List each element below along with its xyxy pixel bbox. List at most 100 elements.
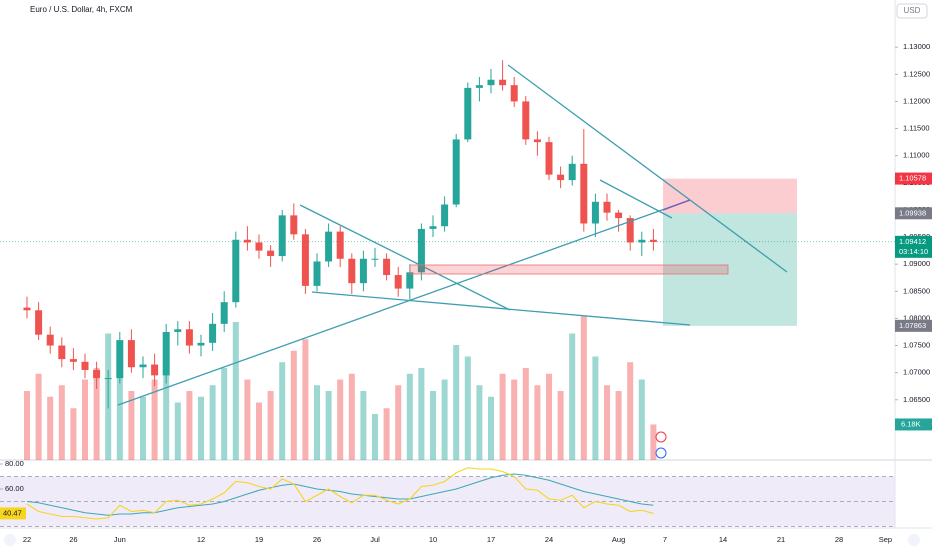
rsi-line xyxy=(26,467,654,520)
candle-body xyxy=(46,334,54,346)
candle-body xyxy=(441,204,449,227)
x-tick-label: 7 xyxy=(663,535,667,544)
y-tick-label: 1.07000 xyxy=(903,368,930,377)
volume-bar xyxy=(302,339,309,460)
trend-line xyxy=(599,179,673,219)
volume-bar xyxy=(128,391,135,460)
volume-bar xyxy=(174,402,181,460)
auto-icon[interactable] xyxy=(908,534,920,546)
candle-body xyxy=(429,226,437,229)
x-tick-label: 19 xyxy=(255,535,263,544)
candle-body xyxy=(127,340,135,368)
volume-bar xyxy=(267,391,274,460)
candle-body xyxy=(406,272,414,289)
y-tick-label: 1.07500 xyxy=(903,341,930,350)
trend-line xyxy=(507,64,788,273)
volume-bar xyxy=(604,385,610,460)
volume-bar xyxy=(546,373,552,460)
volume-bar xyxy=(244,379,251,460)
y-tick-label: 1.11500 xyxy=(903,124,930,133)
y-tick-label: 1.12500 xyxy=(903,69,930,78)
candle-body xyxy=(626,218,634,243)
price-tag xyxy=(895,235,932,258)
y-tick-label: 1.06500 xyxy=(903,395,930,404)
rsi-tag xyxy=(0,507,26,520)
candle-body xyxy=(290,215,298,235)
candle-body xyxy=(452,139,460,205)
volume-bar xyxy=(383,408,390,460)
candle-body xyxy=(232,239,240,303)
volume-bar xyxy=(151,379,158,460)
y-tick-label: 1.11000 xyxy=(903,151,930,160)
price-axis: 1.060001.065001.070001.075001.080001.085… xyxy=(0,42,932,544)
trend-line xyxy=(311,291,691,326)
candle-body xyxy=(35,310,43,335)
event-icon[interactable] xyxy=(655,431,667,443)
volume-bar xyxy=(569,333,576,460)
candle-body xyxy=(545,142,553,175)
currency-box[interactable] xyxy=(896,3,928,19)
candle-body xyxy=(185,329,193,346)
price-tag-label: 1.10578 xyxy=(899,174,926,183)
currency: USD xyxy=(904,6,921,15)
volume-bar xyxy=(488,396,494,460)
candle-body xyxy=(394,275,402,289)
candle-body xyxy=(603,201,611,213)
rsi-tick-label: 80.00 xyxy=(5,459,24,468)
candle-body xyxy=(255,242,263,251)
candle-body xyxy=(568,163,576,181)
trend-line xyxy=(662,199,691,211)
volume-bar xyxy=(615,391,622,460)
candle-body xyxy=(591,201,599,224)
candle-body xyxy=(522,101,530,140)
price-tag-label: 1.09412 xyxy=(899,237,926,246)
candle-body xyxy=(243,239,251,243)
volume-bar xyxy=(476,385,483,460)
price-tag-label: 1.07863 xyxy=(899,321,926,330)
volume-bar xyxy=(337,379,344,460)
volume-bar xyxy=(627,362,634,460)
x-tick-label: 28 xyxy=(835,535,843,544)
candle-body xyxy=(267,250,275,257)
volume-bar xyxy=(441,379,448,460)
candle-body xyxy=(325,231,333,262)
candle-body xyxy=(499,79,507,86)
trend-line xyxy=(117,199,691,406)
candle-body xyxy=(464,87,472,140)
candle-body xyxy=(81,361,89,370)
y-tick-label: 1.08500 xyxy=(903,286,930,295)
volume-bar xyxy=(232,322,239,460)
candle-body xyxy=(93,369,101,379)
chart-title: Euro / U.S. Dollar, 4h, FXCM xyxy=(30,5,133,14)
rsi-tick-label: 60.00 xyxy=(5,484,24,493)
x-tick-label: Aug xyxy=(612,535,625,544)
candle-body xyxy=(174,329,182,332)
candle-body xyxy=(69,359,77,362)
position-target xyxy=(663,213,797,326)
volume-bar xyxy=(314,385,320,460)
volume-bar xyxy=(35,373,42,460)
volume-bar xyxy=(395,385,402,460)
y-tick-label: 1.09000 xyxy=(903,259,930,268)
volume-bar xyxy=(453,345,460,460)
candle-body xyxy=(615,212,623,219)
zoom-icon[interactable] xyxy=(4,534,16,546)
price-tag xyxy=(895,207,932,220)
candle-body xyxy=(58,345,66,360)
volume-bar xyxy=(511,379,518,460)
volume-bar xyxy=(522,368,529,460)
volume-bar xyxy=(221,368,228,460)
volume-bar xyxy=(47,396,54,460)
event-icon[interactable] xyxy=(655,447,667,459)
candle-body xyxy=(383,258,391,276)
candle-body xyxy=(487,79,495,86)
x-tick-label: Jul xyxy=(370,535,380,544)
volume-tag-label: 6.18K xyxy=(901,419,921,428)
candle-body xyxy=(139,364,147,368)
volume-bar xyxy=(592,356,599,460)
candle-body xyxy=(313,261,321,286)
rsi-ma-line xyxy=(26,473,654,516)
volume-bar xyxy=(406,373,413,460)
y-tick-label: 1.08000 xyxy=(903,313,930,322)
x-tick-label: Jun xyxy=(114,535,126,544)
